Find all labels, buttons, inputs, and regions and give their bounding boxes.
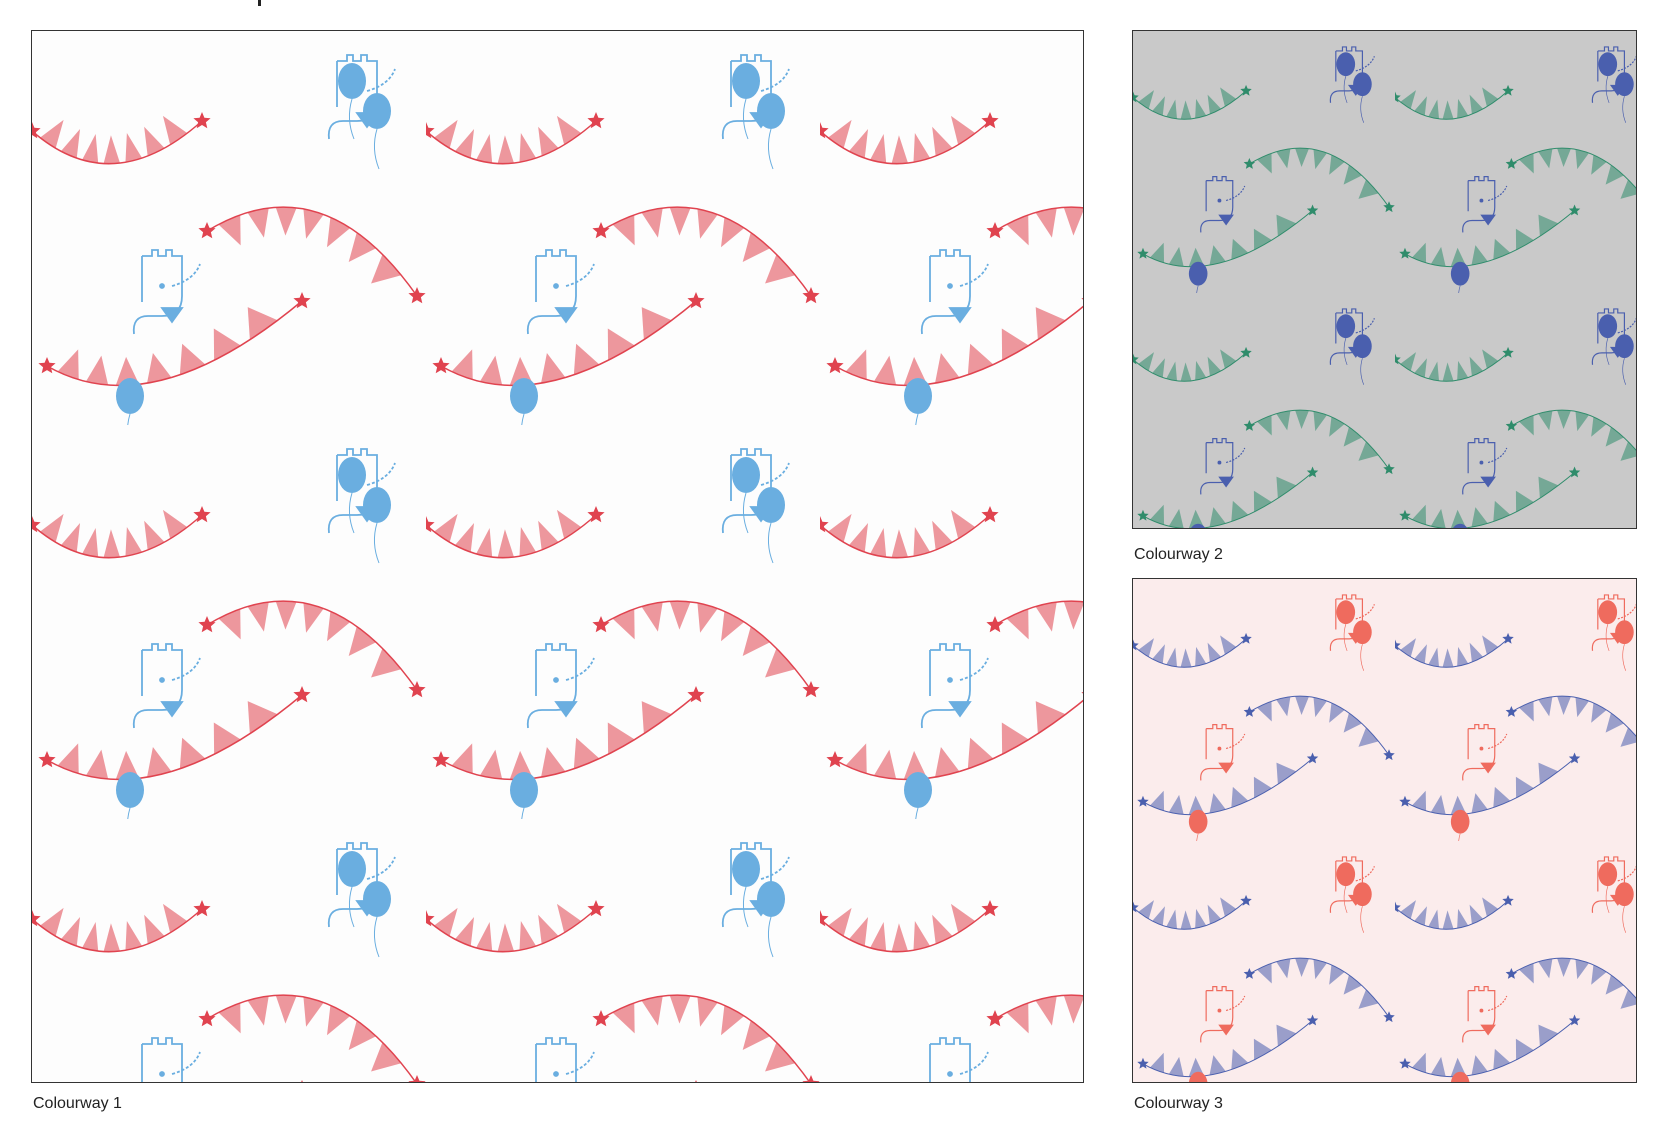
repeat-pattern <box>1133 31 1636 528</box>
colourway-1-swatch <box>31 30 1084 1083</box>
pattern-canvas <box>1133 31 1636 528</box>
pattern-canvas <box>1133 579 1636 1082</box>
repeat-pattern <box>32 31 1083 1082</box>
colourway-2-label: Colourway 2 <box>1134 546 1223 563</box>
pattern-canvas <box>32 31 1083 1082</box>
colourway-1-label: Colourway 1 <box>33 1095 122 1112</box>
repeat-pattern <box>1133 579 1636 1082</box>
colourway-3-label: Colourway 3 <box>1134 1095 1223 1112</box>
colourway-3-swatch <box>1132 578 1637 1083</box>
colourway-2-swatch <box>1132 30 1637 529</box>
cropped-title-fragment <box>258 0 261 6</box>
